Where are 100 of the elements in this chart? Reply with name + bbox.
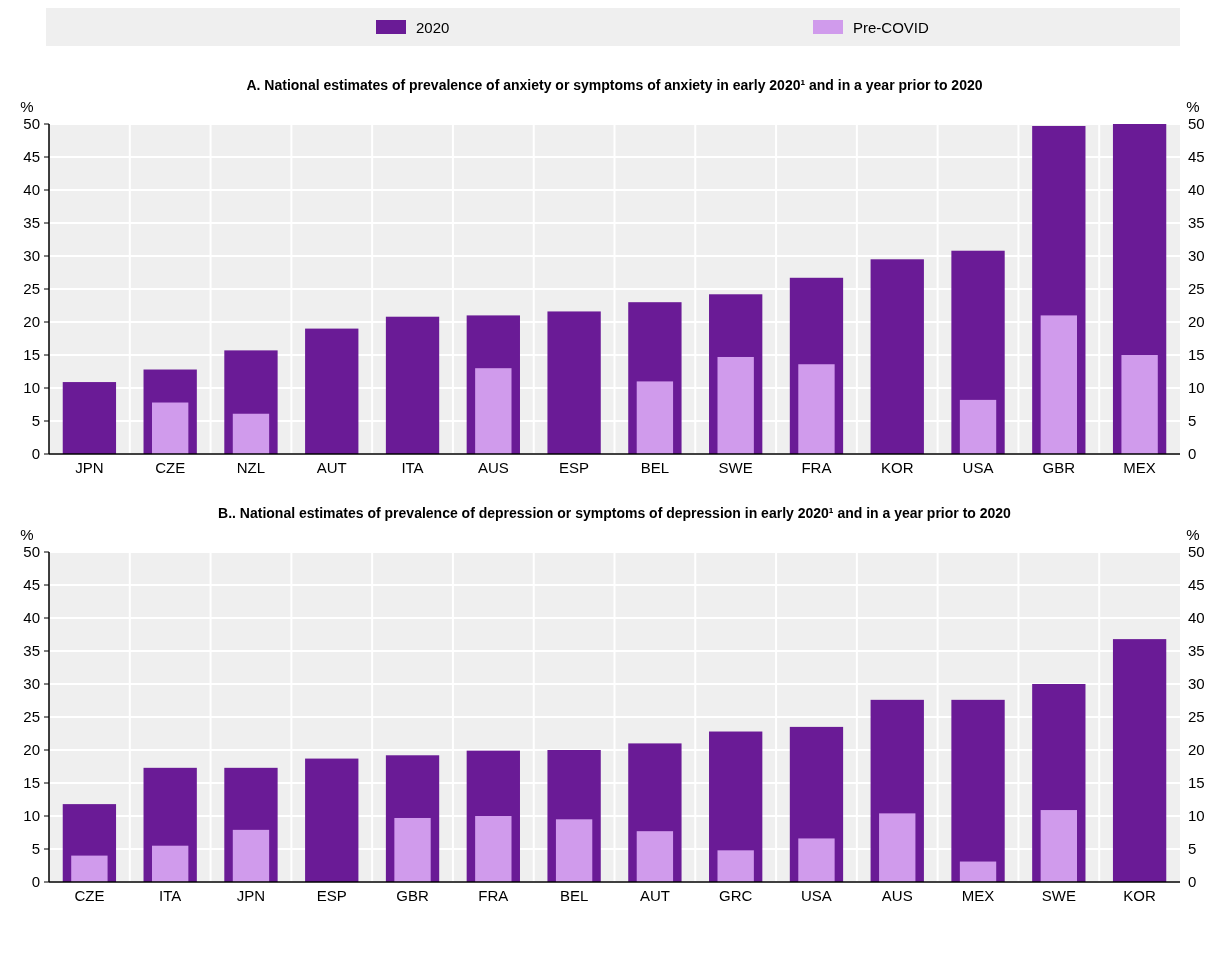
y-tick-label: 45 <box>23 148 40 165</box>
y-tick-label: 0 <box>31 873 40 890</box>
bar <box>547 311 601 454</box>
bar <box>717 850 754 882</box>
y2-tick-label: 25 <box>1188 280 1205 297</box>
x-tick-label: AUS <box>477 459 509 476</box>
bar <box>951 699 1005 882</box>
y2-tick-label: 45 <box>1188 148 1205 165</box>
y2-tick-label: 25 <box>1188 708 1205 725</box>
y-tick-label: 30 <box>23 675 40 692</box>
y2-tick-label: 40 <box>1188 609 1205 626</box>
x-tick-label: SWE <box>1041 887 1076 904</box>
bar <box>385 316 440 454</box>
y-tick-label: 15 <box>23 774 40 791</box>
y2-tick-label: 5 <box>1188 412 1197 429</box>
y2-tick-label: 15 <box>1188 774 1205 791</box>
y2-tick-label: 35 <box>1188 214 1205 231</box>
bar <box>152 402 189 454</box>
y2-tick-label: 0 <box>1188 873 1197 890</box>
bar <box>475 368 512 454</box>
bar <box>1040 315 1077 454</box>
y-tick-label: 40 <box>23 181 40 198</box>
y-tick-label: 20 <box>23 313 40 330</box>
y2-tick-label: 50 <box>1188 115 1205 132</box>
y2-tick-label: 40 <box>1188 181 1205 198</box>
y2-axis-title: % <box>1186 98 1200 115</box>
bar <box>394 817 431 882</box>
y-tick-label: 50 <box>23 115 40 132</box>
x-tick-label: BEL <box>559 887 589 904</box>
x-tick-label: FRA <box>478 887 509 904</box>
x-tick-label: JPN <box>75 459 104 476</box>
y-tick-label: 15 <box>23 346 40 363</box>
y-tick-label: 20 <box>23 741 40 758</box>
x-tick-label: CZE <box>155 459 186 476</box>
y2-tick-label: 35 <box>1188 642 1205 659</box>
y2-tick-label: 20 <box>1188 741 1205 758</box>
y2-axis-title: % <box>1186 526 1200 543</box>
bar <box>152 845 189 882</box>
bar <box>959 399 997 454</box>
y2-tick-label: 50 <box>1188 543 1205 560</box>
bar <box>62 382 117 454</box>
bar <box>232 413 270 454</box>
x-tick-label: ESP <box>316 887 347 904</box>
chart-title: B.. National estimates of prevalence of depression or symptoms of depression in early 2020¹ and in a year prior to 2020 <box>218 505 1012 521</box>
y-tick-label: 0 <box>31 445 40 462</box>
bar <box>636 381 674 454</box>
y-tick-label: 5 <box>31 412 40 429</box>
y2-tick-label: 0 <box>1188 445 1197 462</box>
x-tick-label: AUT <box>639 887 670 904</box>
x-tick-label: GBR <box>396 887 429 904</box>
y-tick-label: 40 <box>23 609 40 626</box>
y2-tick-label: 5 <box>1188 840 1197 857</box>
x-tick-label: JPN <box>236 887 266 904</box>
x-tick-label: ESP <box>559 459 590 476</box>
y-tick-label: 35 <box>23 642 40 659</box>
bar <box>71 855 108 882</box>
y-tick-label: 10 <box>23 807 40 824</box>
x-tick-label: AUS <box>881 887 913 904</box>
y-axis-title: % <box>20 98 34 115</box>
bar <box>305 758 359 882</box>
x-tick-label: GRC <box>719 887 753 904</box>
y2-tick-label: 30 <box>1188 675 1205 692</box>
legend-label: 2020 <box>416 19 450 36</box>
y-tick-label: 5 <box>31 840 40 857</box>
x-tick-label: USA <box>801 887 832 904</box>
x-tick-label: CZE <box>74 887 105 904</box>
bar <box>798 838 835 882</box>
y2-tick-label: 30 <box>1188 247 1205 264</box>
bar <box>232 829 270 882</box>
y-axis-title: % <box>20 526 34 543</box>
bar <box>959 861 997 882</box>
y2-tick-label: 15 <box>1188 346 1205 363</box>
x-tick-label: USA <box>962 459 994 476</box>
y-tick-label: 35 <box>23 214 40 231</box>
y2-tick-label: 10 <box>1188 807 1205 824</box>
y-tick-label: 50 <box>23 543 40 560</box>
x-tick-label: SWE <box>718 459 753 476</box>
bar <box>870 259 924 454</box>
x-tick-label: GBR <box>1042 459 1076 476</box>
x-tick-label: KOR <box>880 459 914 476</box>
x-tick-label: MEX <box>1123 459 1156 476</box>
y-tick-label: 25 <box>23 708 40 725</box>
legend-label: Pre-COVID <box>853 19 930 36</box>
bar <box>717 356 754 454</box>
x-tick-label: KOR <box>1123 887 1157 904</box>
bar <box>636 831 674 882</box>
x-tick-label: ITA <box>401 459 424 476</box>
x-tick-label: NZL <box>236 459 266 476</box>
x-tick-label: FRA <box>801 459 832 476</box>
y2-tick-label: 10 <box>1188 379 1205 396</box>
y-tick-label: 10 <box>23 379 40 396</box>
bar <box>555 819 593 882</box>
bar <box>475 816 512 882</box>
y-tick-label: 30 <box>23 247 40 264</box>
y2-tick-label: 45 <box>1188 576 1205 593</box>
y2-tick-label: 20 <box>1188 313 1205 330</box>
bar <box>798 364 835 454</box>
bar <box>879 813 916 882</box>
x-tick-label: MEX <box>961 887 995 904</box>
bar <box>1121 355 1158 454</box>
